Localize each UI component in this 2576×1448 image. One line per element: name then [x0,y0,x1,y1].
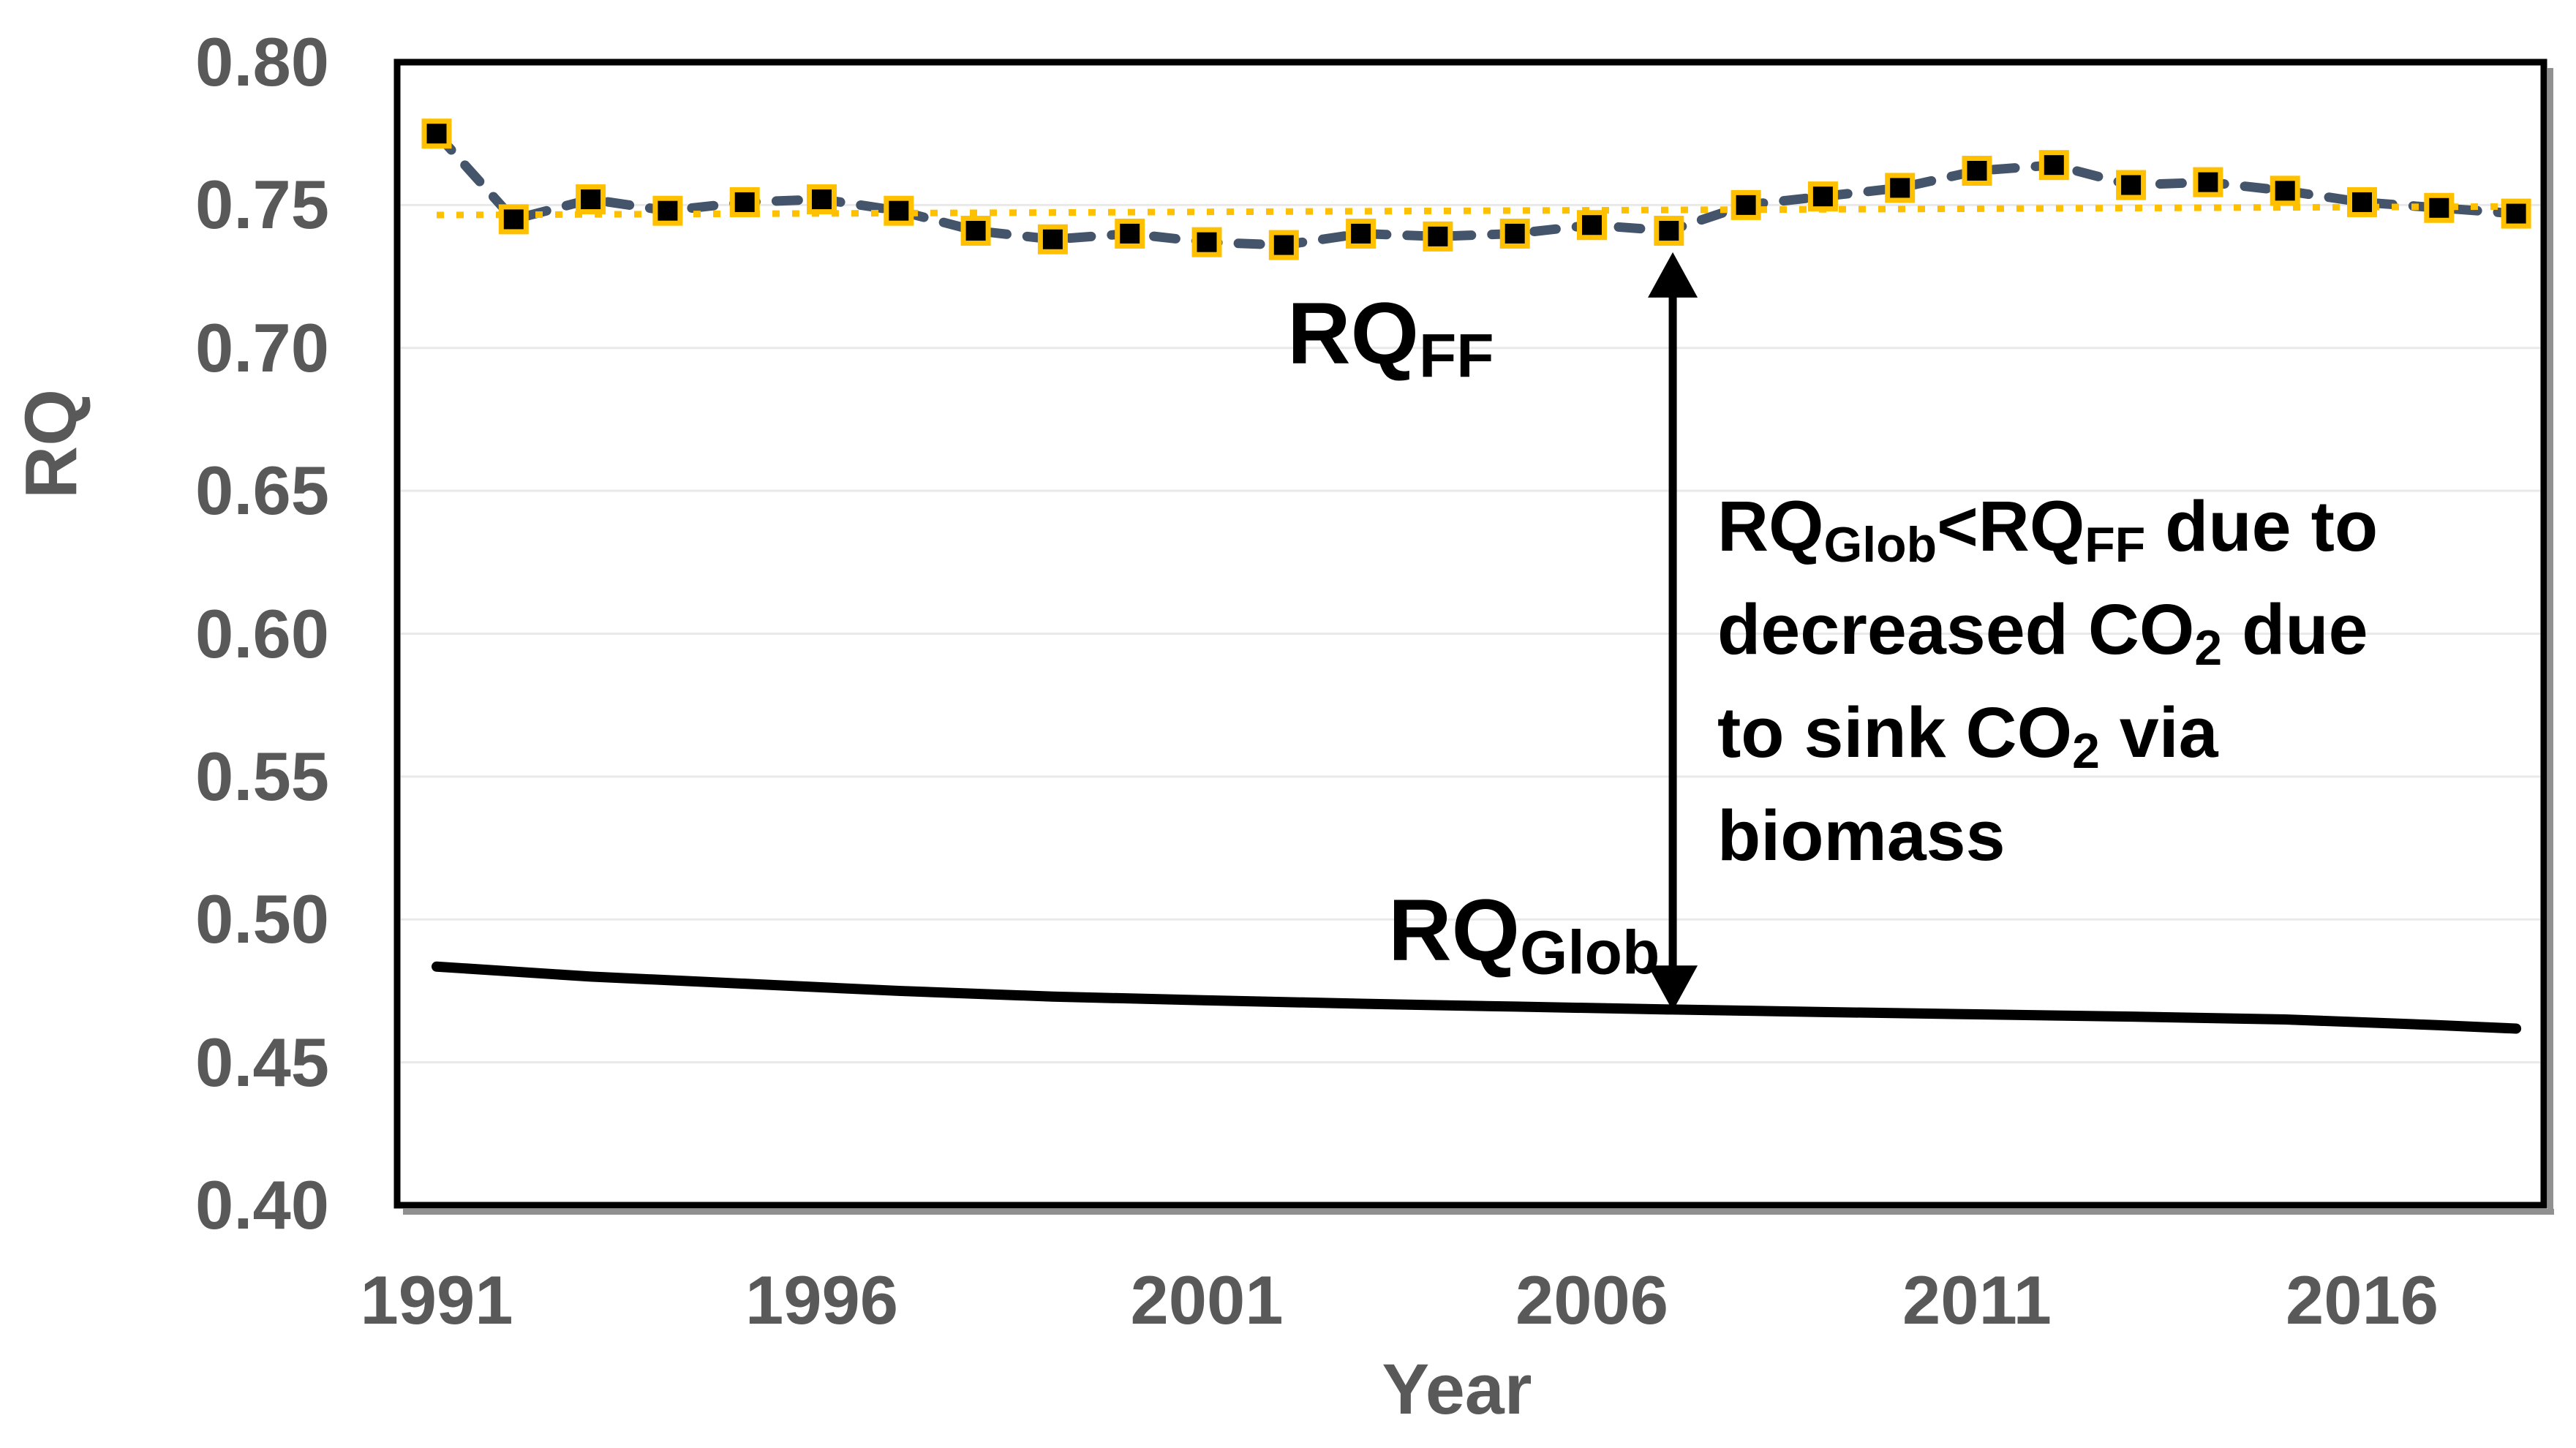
series-rqff-marker [1037,224,1068,254]
text-segment: RQ [1717,486,1824,566]
series-rqff-marker [576,184,606,215]
series-rqff-marker [2038,150,2069,181]
text-segment: decreased CO [1717,589,2195,669]
y-axis-tick-label: 0.50 [195,881,329,958]
x-axis-tick-label: 1996 [745,1262,899,1338]
annotation-arrow-head-up [1648,252,1698,298]
series-rqff-marker [2193,167,2223,197]
x-axis-title: Year [1382,1349,1532,1429]
annotation-line: decreased CO2 due [1717,587,2378,690]
subscript-text: 2 [2072,723,2100,779]
series-rqff-marker [2116,170,2147,200]
series-rqff-marker [1499,218,1530,249]
series-rqff-marker [1885,173,1916,203]
series-rqff-marker [960,216,991,246]
series-rqff-marker [652,195,683,226]
text-segment: RQ [1287,284,1419,382]
series-rqff-marker [1962,155,1992,186]
y-axis-tick-label: 0.60 [195,595,329,672]
annotation-line: to sink CO2 via [1717,690,2378,793]
x-axis-tick-label: 2006 [1515,1262,1669,1338]
subscript-text: Glob [1823,517,1937,573]
series-rqff-marker [807,184,837,215]
annotation-text-block: RQGlob<RQFF due to decreased CO2 due to … [1717,484,2378,878]
y-axis-tick-label: 0.45 [195,1023,329,1101]
series-rqglob-line [432,961,2522,1034]
text-segment: to sink CO [1717,692,2073,772]
series-rqff-marker [1654,216,1684,246]
x-axis-tick-label: 2001 [1130,1262,1284,1338]
series-rqff-marker [421,118,452,149]
series-rqff-marker [884,195,914,226]
series-rqff-marker [1268,230,1299,260]
annotation-line: RQGlob<RQFF due to [1717,484,2378,587]
series-rqff-marker [1191,227,1222,257]
text-segment: biomass [1717,795,2006,875]
series-rqff-marker [2270,176,2300,206]
series-rqff-marker [1807,181,1838,212]
y-axis-tick-label: 0.65 [195,452,329,529]
text-segment: RQ [1388,881,1520,979]
series-rqff-marker [2347,186,2377,217]
text-segment: <RQ [1937,486,2085,566]
series-rqff-marker [729,186,760,217]
x-axis-tick-label: 1991 [360,1262,513,1338]
series-rqff-marker [1115,218,1145,249]
x-axis-tick-label: 2016 [2285,1262,2439,1338]
series-rqff-marker [1577,210,1607,241]
y-axis-tick-label: 0.80 [195,23,329,100]
subscript-text: FF [1419,321,1494,391]
y-axis-tick-label: 0.70 [195,309,329,386]
series-rqff-marker [1423,221,1453,252]
y-axis-tick-label: 0.40 [195,1166,329,1243]
y-axis-tick-label: 0.75 [195,166,329,244]
annotation-arrow-head-down [1648,965,1698,1011]
subscript-text: Glob [1520,918,1660,987]
text-segment: due to [2145,486,2379,566]
annotation-line: biomass [1717,793,2378,878]
text-segment: due [2222,589,2368,669]
y-axis-tick-label: 0.55 [195,737,329,815]
series-rqff-marker [2424,192,2455,223]
series-rqff-marker [1346,218,1376,249]
x-axis-tick-label: 2011 [1902,1262,2052,1338]
plot-border [393,59,2547,1209]
y-axis-title: RQ [10,389,92,499]
text-segment: via [2099,692,2218,772]
series-rqff-marker [2501,198,2531,229]
series-rqff-marker [498,204,529,235]
series-label-rqglob: RQGlob [1388,886,1660,996]
subscript-text: FF [2084,517,2146,573]
series-label-rqff: RQFF [1287,290,1494,399]
series-rqff-line [432,129,2521,250]
subscript-text: 2 [2194,620,2223,676]
series-rqff-marker [1730,189,1761,220]
